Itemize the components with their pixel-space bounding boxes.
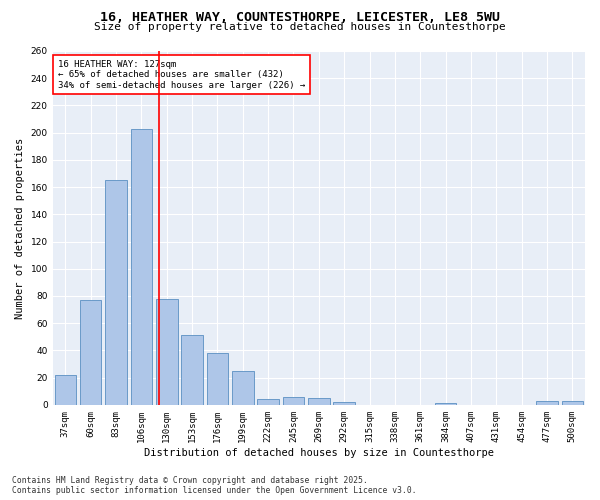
Bar <box>308 398 329 405</box>
Bar <box>206 353 228 405</box>
Bar <box>131 128 152 405</box>
Bar <box>232 371 254 405</box>
Bar <box>536 401 558 405</box>
X-axis label: Distribution of detached houses by size in Countesthorpe: Distribution of detached houses by size … <box>144 448 494 458</box>
Bar <box>105 180 127 405</box>
Bar <box>257 400 279 405</box>
Text: Contains HM Land Registry data © Crown copyright and database right 2025.: Contains HM Land Registry data © Crown c… <box>12 476 368 485</box>
Bar <box>435 404 457 405</box>
Bar <box>283 396 304 405</box>
Bar <box>562 401 583 405</box>
Bar <box>156 298 178 405</box>
Text: Size of property relative to detached houses in Countesthorpe: Size of property relative to detached ho… <box>94 22 506 32</box>
Text: Contains public sector information licensed under the Open Government Licence v3: Contains public sector information licen… <box>12 486 416 495</box>
Bar <box>181 336 203 405</box>
Bar <box>80 300 101 405</box>
Text: 16 HEATHER WAY: 127sqm
← 65% of detached houses are smaller (432)
34% of semi-de: 16 HEATHER WAY: 127sqm ← 65% of detached… <box>58 60 305 90</box>
Text: 16, HEATHER WAY, COUNTESTHORPE, LEICESTER, LE8 5WU: 16, HEATHER WAY, COUNTESTHORPE, LEICESTE… <box>100 11 500 24</box>
Y-axis label: Number of detached properties: Number of detached properties <box>15 138 25 318</box>
Bar <box>55 375 76 405</box>
Bar <box>334 402 355 405</box>
